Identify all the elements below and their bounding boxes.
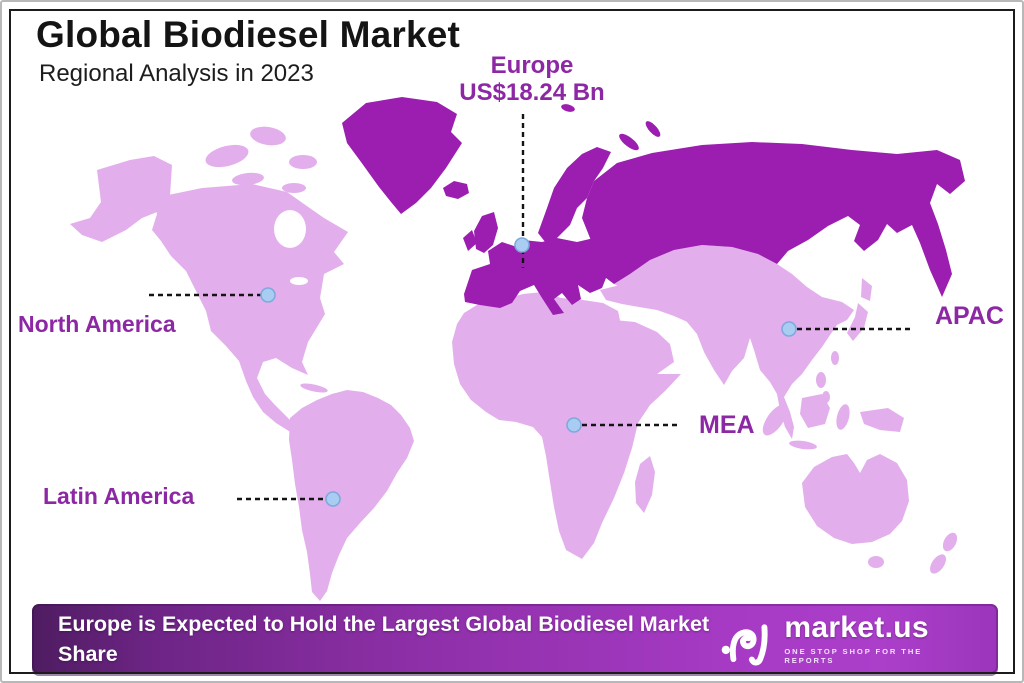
marketus-logo-icon xyxy=(721,624,768,666)
europe-callout: Europe US$18.24 Bn xyxy=(422,52,642,107)
europe-value: US$18.24 Bn xyxy=(459,78,605,106)
latin-america-label: Latin America xyxy=(43,483,195,509)
apac-marker xyxy=(781,321,797,337)
europe-label: Europe xyxy=(490,52,574,79)
region-north-america xyxy=(70,126,348,439)
banner-headline: Europe is Expected to Hold the Largest G… xyxy=(58,611,710,666)
mea-label: MEA xyxy=(699,411,755,439)
north-america-marker xyxy=(260,287,276,303)
page-subtitle: Regional Analysis in 2023 xyxy=(39,60,314,87)
apac-label: APAC xyxy=(935,302,1004,330)
region-mea xyxy=(452,282,714,559)
marketus-logo: market.us ONE STOP SHOP FOR THE REPORTS xyxy=(720,610,968,668)
headline-banner: Europe is Expected to Hold the Largest G… xyxy=(32,604,998,674)
page-title: Global Biodiesel Market xyxy=(36,14,461,55)
marketus-logo-name: market.us xyxy=(784,611,929,644)
latin-america-marker xyxy=(325,491,341,507)
region-latin-america xyxy=(289,390,414,601)
region-europe-highlight xyxy=(342,97,965,315)
map-markers xyxy=(260,237,797,507)
marketus-logo-text: market.us ONE STOP SHOP FOR THE REPORTS xyxy=(784,611,968,666)
region-apac xyxy=(614,245,958,574)
marketus-logo-tagline: ONE STOP SHOP FOR THE REPORTS xyxy=(784,647,923,665)
europe-marker xyxy=(514,237,530,253)
mea-marker xyxy=(566,417,582,433)
north-america-label: North America xyxy=(18,311,176,337)
